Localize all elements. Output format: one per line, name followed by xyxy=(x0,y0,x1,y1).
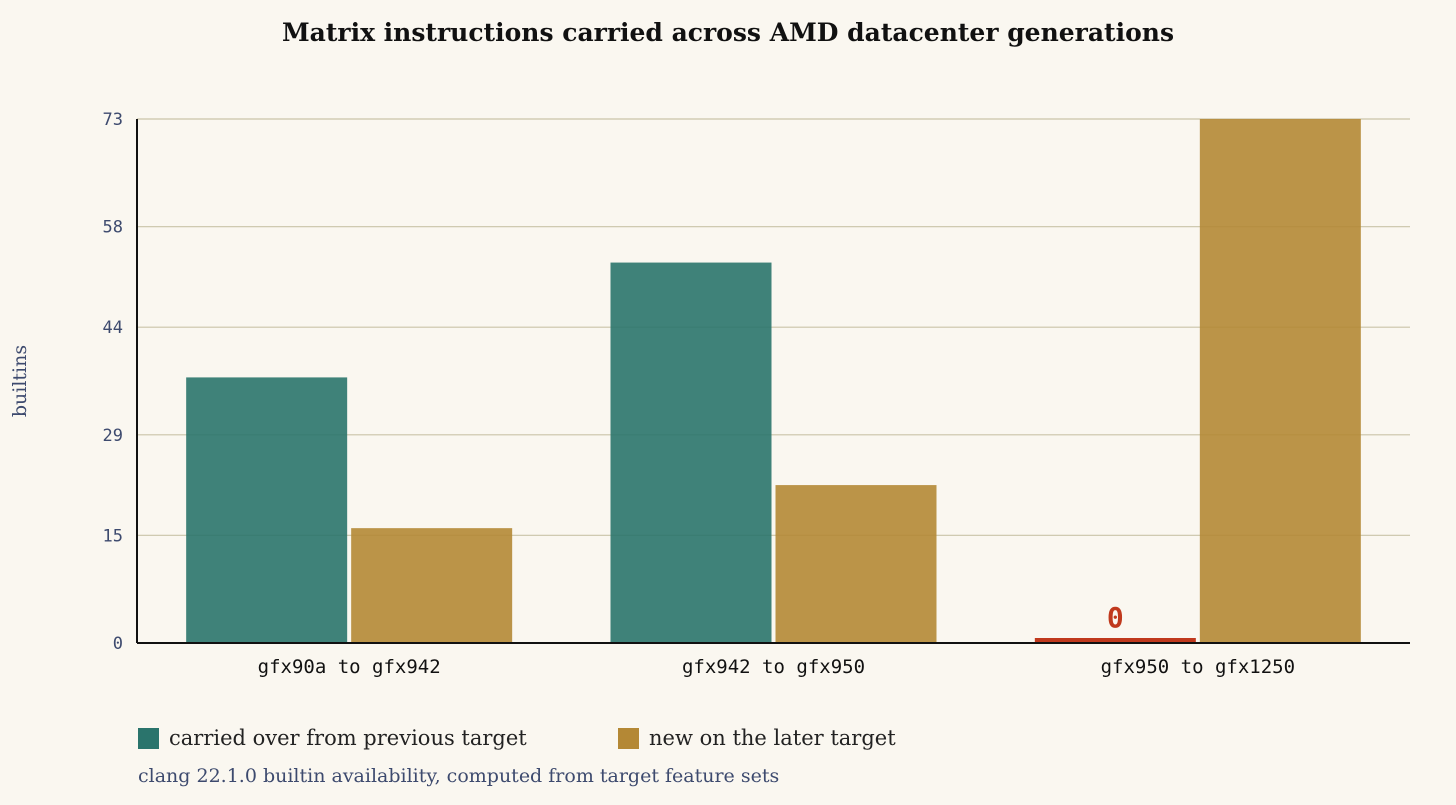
chart-caption: clang 22.1.0 builtin availability, compu… xyxy=(138,765,780,787)
legend-swatch-new xyxy=(618,727,639,749)
y-tick-label: 0 xyxy=(113,634,123,654)
y-tick-label: 44 xyxy=(103,318,123,338)
bar-carried xyxy=(186,377,348,643)
x-tick-label: gfx90a to gfx942 xyxy=(258,656,441,678)
bar-carried-zero-marker xyxy=(1034,638,1196,643)
bar-carried xyxy=(610,262,772,643)
y-tick-label: 58 xyxy=(103,218,123,238)
legend-item-new: new on the later target xyxy=(618,724,896,752)
chart-title: Matrix instructions carried across AMD d… xyxy=(281,18,1175,47)
y-tick-label: 15 xyxy=(103,526,123,546)
x-tick-label: gfx950 to gfx1250 xyxy=(1101,656,1295,678)
bar-new xyxy=(1199,119,1361,643)
legend-label-new: new on the later target xyxy=(649,726,896,750)
legend-item-carried: carried over from previous target xyxy=(138,724,527,752)
legend-label-carried: carried over from previous target xyxy=(169,726,527,750)
bar-new xyxy=(775,485,937,643)
zero-annotation: 0 xyxy=(1107,601,1124,634)
legend-swatch-carried xyxy=(138,727,159,749)
y-tick-label: 29 xyxy=(103,426,123,446)
bar-new xyxy=(351,528,513,643)
x-tick-label: gfx942 to gfx950 xyxy=(682,656,865,678)
y-tick-label: 73 xyxy=(103,110,123,130)
